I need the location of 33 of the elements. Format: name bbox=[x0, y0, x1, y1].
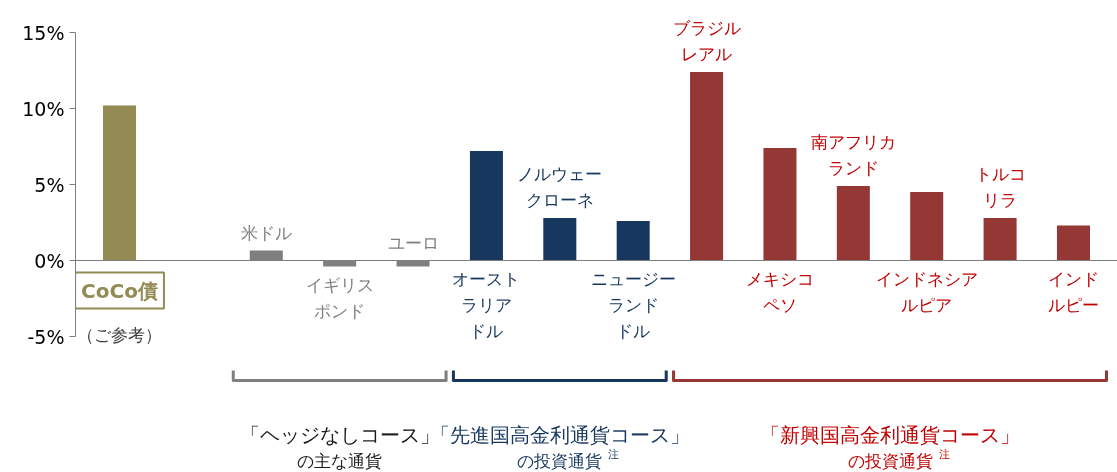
y-tick-label: -5% bbox=[27, 325, 65, 348]
y-tick-label: 5% bbox=[34, 173, 65, 196]
bar bbox=[910, 192, 944, 261]
x-tick-label: CoCo債 bbox=[81, 278, 158, 303]
bar bbox=[690, 72, 724, 261]
bar bbox=[763, 148, 797, 261]
bar bbox=[1056, 225, 1090, 261]
x-tick-label: ニュージーランドドル bbox=[590, 268, 676, 341]
bar bbox=[103, 105, 137, 261]
annotation: （ご参考） bbox=[77, 324, 163, 345]
x-tick-label: ノルウェークローネ bbox=[517, 163, 603, 210]
text: 「新興国高金利通貨コース」 bbox=[760, 422, 1021, 447]
bar bbox=[836, 186, 870, 261]
x-tick-label: イギリスポンド bbox=[305, 274, 374, 321]
x-tick-label: トルコリラ bbox=[974, 163, 1026, 210]
y-tick-label: 0% bbox=[34, 249, 65, 272]
x-tick-label: メキシコペソ bbox=[745, 268, 814, 315]
x-tick-label: インドルピー bbox=[1047, 268, 1099, 315]
x-tick-label: インドネシアルピア bbox=[875, 268, 978, 315]
x-tick-label: 米ドル bbox=[240, 222, 292, 243]
bar bbox=[983, 217, 1017, 261]
text: の主な通貨 bbox=[297, 450, 383, 471]
bar bbox=[543, 217, 577, 261]
x-tick-label: 南アフリカランド bbox=[810, 132, 896, 179]
bar bbox=[469, 151, 503, 261]
text: の投資通貨 注 bbox=[517, 448, 620, 471]
y-tick-label: 15% bbox=[22, 21, 65, 44]
bar bbox=[616, 220, 650, 261]
x-tick-label: ユーロ bbox=[387, 232, 439, 253]
text: の投資通貨 注 bbox=[847, 448, 950, 471]
x-tick-label: ブラジルレアル bbox=[672, 18, 741, 65]
x-tick-label: オーストラリアドル bbox=[452, 268, 521, 341]
y-tick-label: 10% bbox=[22, 97, 65, 120]
